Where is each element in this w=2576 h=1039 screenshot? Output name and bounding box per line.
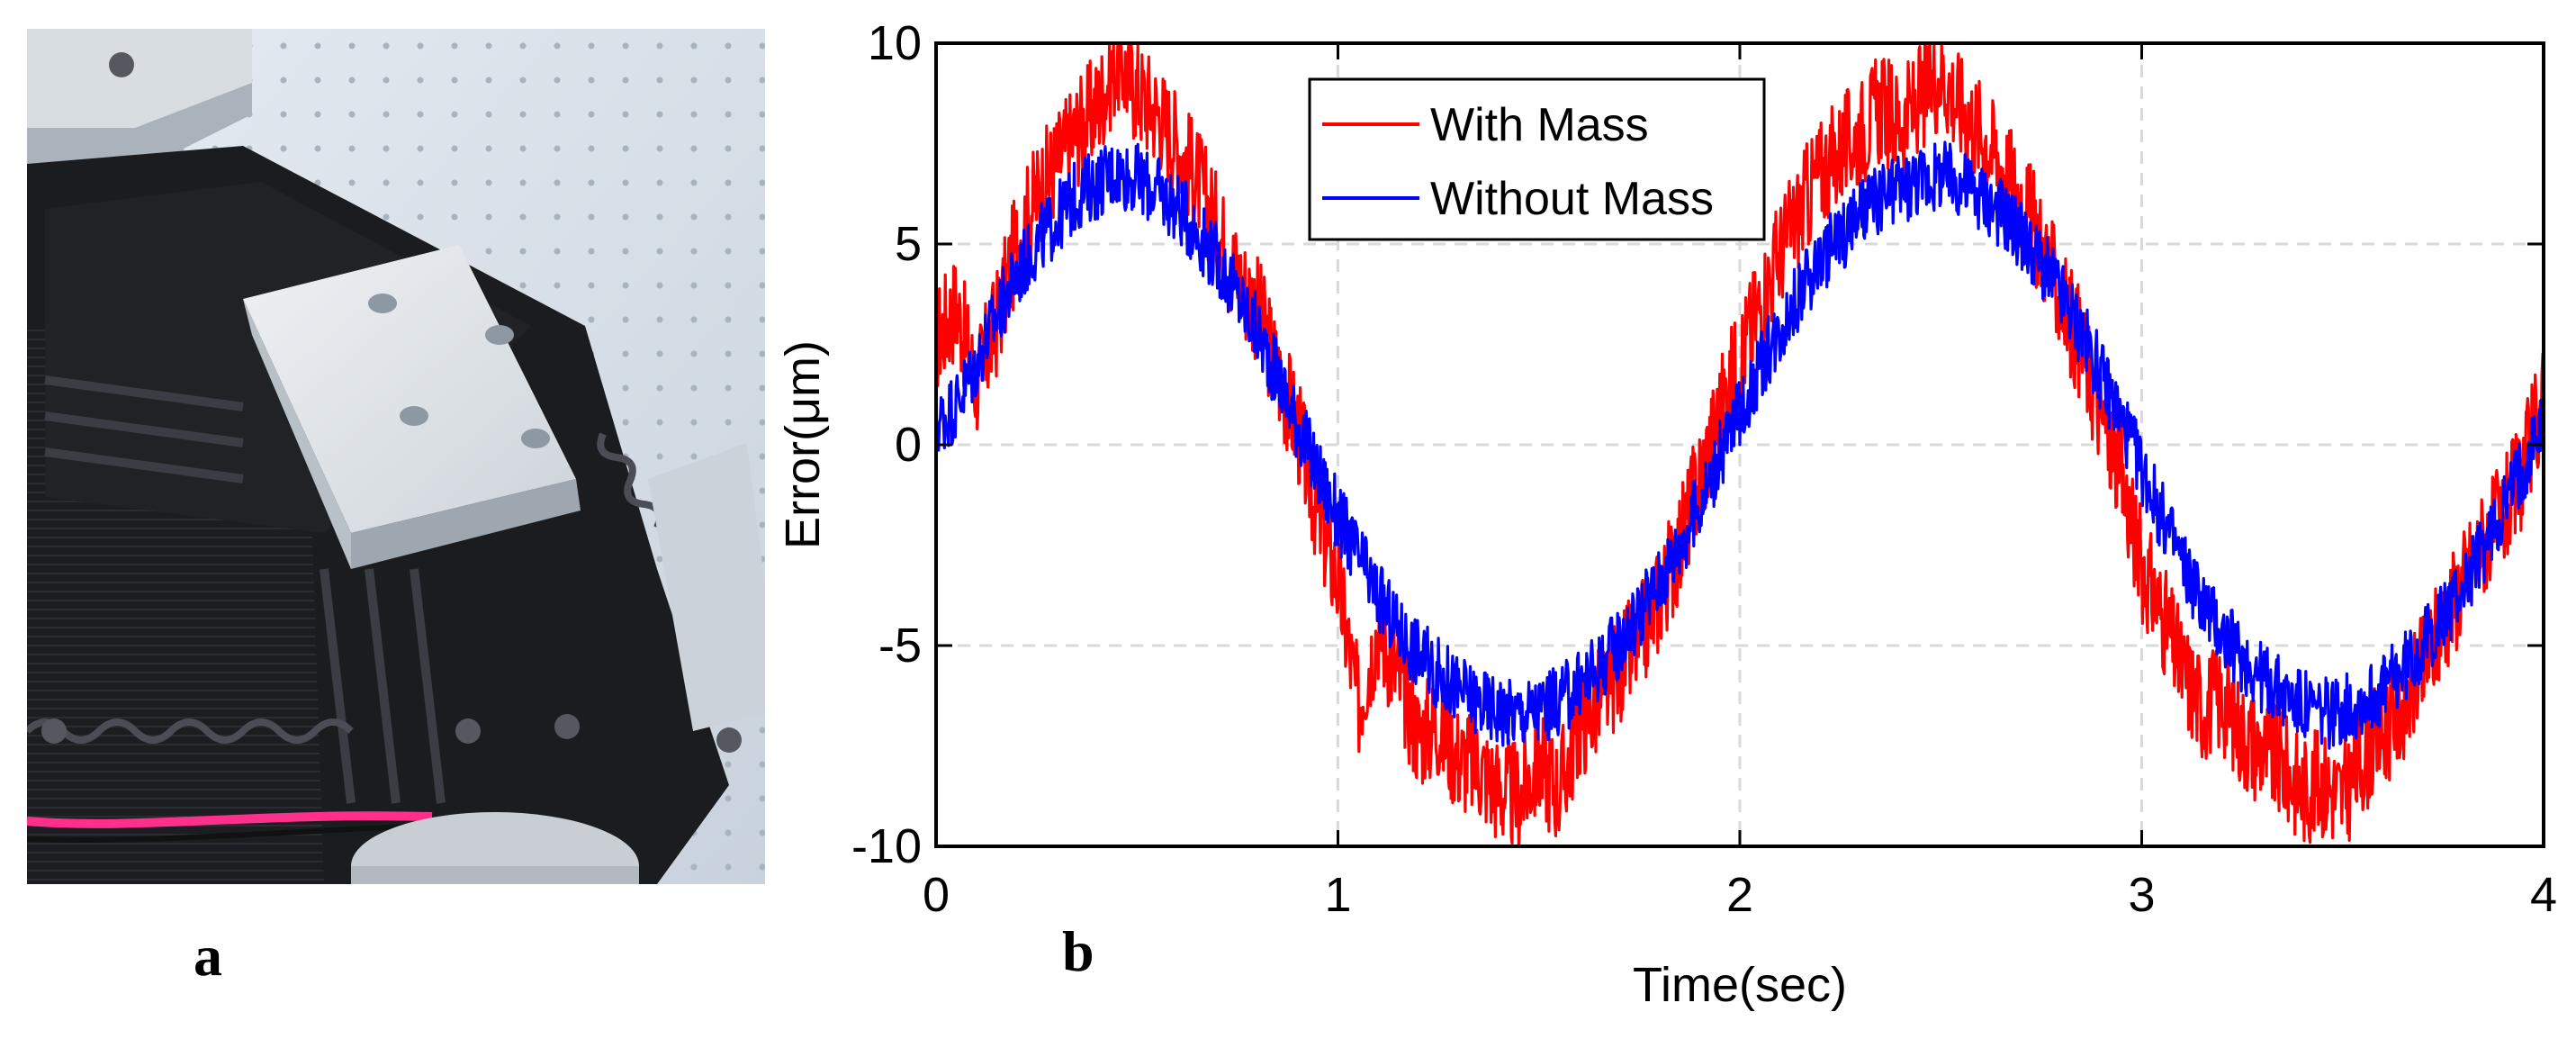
y-tick-label: -5 <box>878 619 922 673</box>
x-tick-label: 4 <box>2530 868 2557 922</box>
legend-label-with-mass: With Mass <box>1430 99 1649 151</box>
y-tick-label: 0 <box>895 418 922 472</box>
y-axis-label: Error(μm) <box>776 340 830 549</box>
y-tick-label: 10 <box>868 16 922 70</box>
x-axis-label: Time(sec) <box>1633 958 1847 1012</box>
y-tick-label: -10 <box>851 819 922 873</box>
panel-label-a: a <box>194 924 222 988</box>
legend-label-without-mass: Without Mass <box>1430 173 1714 225</box>
series-line-without-mass <box>934 140 2545 750</box>
chart-ticks: 0 1 2 3 4 10 5 0 -5 -10 <box>851 16 2557 922</box>
experimental-setup-photo <box>27 29 765 884</box>
chart-legend: With Mass Without Mass <box>1308 77 1766 241</box>
x-tick-label: 1 <box>1324 868 1351 922</box>
x-tick-label: 3 <box>2128 868 2155 922</box>
x-tick-label: 0 <box>923 868 950 922</box>
legend-box <box>1308 77 1766 241</box>
x-tick-label: 2 <box>1726 868 1753 922</box>
chart-series <box>934 41 2545 848</box>
panel-label-b: b <box>1062 919 1094 983</box>
y-tick-label: 5 <box>895 217 922 271</box>
